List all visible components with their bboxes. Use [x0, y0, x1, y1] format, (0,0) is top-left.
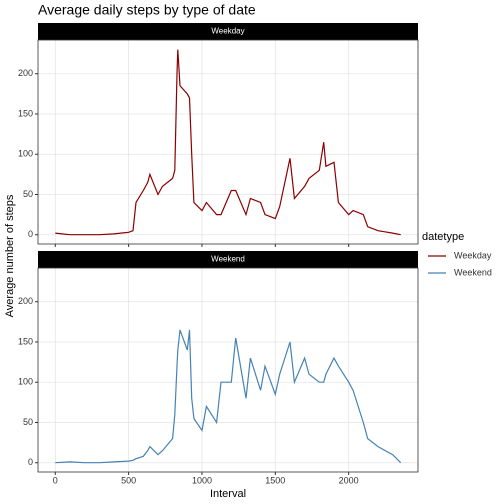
y-tick-label: 50 — [23, 417, 33, 427]
y-tick-label: 150 — [18, 336, 33, 346]
strip-label: Weekend — [211, 255, 245, 264]
strip — [38, 23, 418, 40]
x-tick-label: 1000 — [192, 475, 212, 485]
x-tick-label: 0 — [53, 475, 58, 485]
y-tick-label: 100 — [18, 377, 33, 387]
legend-label: Weekend — [454, 267, 492, 277]
legend-title: datetype — [422, 231, 464, 243]
x-axis-label: Interval — [210, 488, 246, 500]
y-tick-label: 200 — [18, 296, 33, 306]
y-tick-label: 100 — [18, 149, 33, 159]
x-tick-label: 2000 — [339, 475, 359, 485]
line — [55, 329, 402, 464]
legend-label: Weekday — [454, 250, 492, 260]
y-tick-label: 0 — [28, 229, 33, 239]
strip — [38, 251, 418, 268]
chart-title: Average daily steps by type of date — [38, 2, 256, 18]
panel-border — [37, 267, 419, 473]
panel-border — [37, 39, 419, 245]
strip-label: Weekday — [211, 27, 244, 36]
y-tick-label: 200 — [18, 68, 33, 78]
line — [55, 49, 401, 236]
y-axis-label: Average number of steps — [4, 194, 16, 317]
y-tick-label: 0 — [28, 457, 33, 467]
y-tick-label: 150 — [18, 108, 33, 118]
y-tick-label: 50 — [23, 189, 33, 199]
x-tick-label: 500 — [121, 475, 136, 485]
x-tick-label: 1500 — [265, 475, 285, 485]
